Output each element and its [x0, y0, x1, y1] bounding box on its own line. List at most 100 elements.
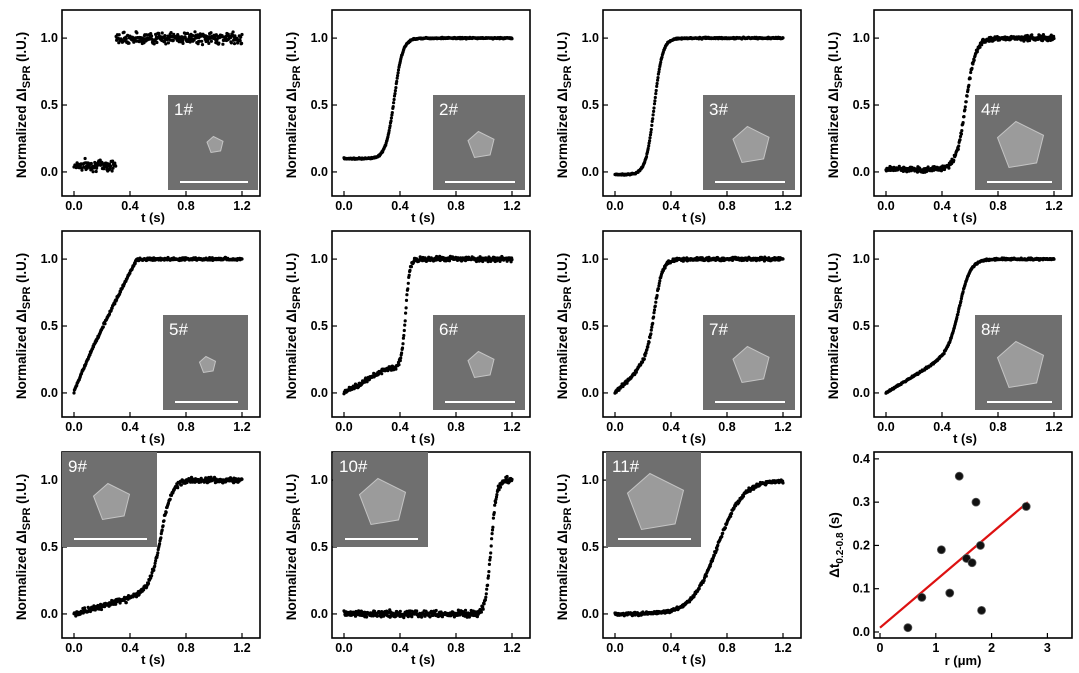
x-tick-label: 3 [1044, 641, 1051, 655]
scatter-panel: 0 1 2 3 0.0 0.1 0.2 0.3 0.4 r (μm) Δt0.2-0.8 (s) [827, 451, 1073, 668]
y-tick-label: 0.5 [853, 98, 870, 112]
x-tick-label: 0.0 [335, 420, 352, 434]
data-point [406, 281, 410, 285]
data-point [659, 60, 663, 64]
x-tick-label: 0.4 [662, 641, 679, 655]
data-point [239, 35, 243, 39]
x-tick-label: 1.2 [503, 641, 520, 655]
data-point [485, 587, 489, 591]
y-tick-label: 0.5 [582, 98, 599, 112]
data-point [103, 322, 107, 326]
data-point [197, 39, 201, 43]
data-point [152, 42, 156, 46]
y-axis-label: Δt0.2-0.8 (s) [827, 512, 846, 578]
data-point [720, 534, 724, 539]
data-point [409, 265, 413, 269]
data-point [972, 58, 976, 62]
y-tick-label: 0.1 [853, 582, 870, 596]
data-point [652, 315, 656, 319]
data-point [209, 31, 213, 35]
x-tick-label: 0.0 [606, 641, 623, 655]
data-point [393, 89, 397, 93]
x-tick-label: 1.2 [1045, 199, 1062, 213]
data-point [654, 88, 658, 93]
x-tick-label: 0.4 [933, 420, 950, 434]
x-tick-label: 1.2 [503, 199, 520, 213]
data-point [401, 342, 405, 346]
y-tick-label: 1.0 [311, 31, 328, 45]
data-point [498, 485, 503, 489]
y-tick-label: 0.0 [41, 607, 58, 621]
x-tick-label: 1.2 [774, 199, 791, 213]
y-tick-label: 0.5 [582, 540, 599, 554]
sem-inset: 2# [433, 95, 525, 190]
data-point [392, 101, 396, 105]
y-tick-label: 0.5 [311, 319, 328, 333]
data-point [655, 293, 659, 298]
y-tick-label: 0.0 [582, 386, 599, 400]
y-axis-label: Normalized ΔISPR (I.U.) [555, 32, 574, 178]
x-tick-label: 0.4 [121, 641, 138, 655]
data-series [613, 478, 785, 618]
x-tick-label: 0.0 [335, 199, 352, 213]
data-point [392, 94, 397, 98]
data-point [647, 141, 651, 145]
scatter-point [1021, 502, 1031, 511]
data-point [185, 31, 190, 35]
data-point [122, 30, 126, 34]
data-point [961, 290, 965, 294]
data-point [83, 156, 87, 161]
data-point [510, 258, 514, 262]
x-axis-label: t (s) [411, 210, 435, 225]
data-point [134, 39, 139, 43]
data-point [657, 70, 661, 74]
panel-4: 0.0 0.4 0.8 1.2 0.0 0.5 1.0 t (s) Normalized ΔIS… [826, 9, 1073, 225]
x-tick-label: 0.0 [606, 420, 623, 434]
particle [996, 340, 1045, 389]
data-point [947, 166, 951, 170]
data-point [153, 561, 157, 565]
scatter-point [954, 471, 964, 481]
data-point [657, 284, 661, 288]
data-point [217, 41, 221, 45]
x-tick-label: 0.8 [177, 420, 194, 434]
data-series [72, 475, 244, 618]
data-point [486, 583, 490, 587]
data-point [231, 30, 235, 34]
panel-label: 5# [169, 320, 188, 339]
data-point [113, 302, 117, 306]
data-point [142, 588, 146, 592]
y-tick-label: 0.5 [853, 319, 870, 333]
data-point [390, 113, 394, 117]
data-point [168, 497, 172, 501]
x-axis-label: t (s) [682, 431, 706, 446]
plot-frame [873, 230, 1073, 418]
x-tick-label: 0.8 [989, 199, 1006, 213]
data-point [653, 99, 657, 103]
data-point [240, 477, 244, 481]
data-point [162, 519, 166, 523]
x-tick-label: 0.8 [447, 641, 464, 655]
sem-inset: 11# [606, 452, 701, 547]
data-point [505, 474, 509, 479]
data-point [401, 336, 405, 340]
data-point [169, 493, 174, 497]
panel-10: 0.0 0.4 0.8 1.2 0.0 0.5 1.0 t (s) Normalized ΔIS… [284, 451, 531, 667]
data-point [150, 574, 154, 578]
data-series [72, 255, 244, 395]
data-point [406, 287, 410, 291]
x-tick-label: 0.4 [121, 420, 138, 434]
x-tick-label: 0.4 [391, 199, 408, 213]
data-point [110, 169, 114, 173]
panel-7: 0.0 0.4 0.8 1.2 0.0 0.5 1.0 t (s) Normalized ΔIS… [555, 230, 802, 446]
data-point [398, 359, 402, 363]
data-point [952, 158, 956, 162]
plot-frame [331, 451, 531, 639]
data-point [975, 50, 979, 54]
data-point [647, 340, 651, 344]
x-tick-label: 0.0 [877, 199, 894, 213]
data-point [164, 42, 168, 46]
data-point [238, 39, 242, 43]
data-point [957, 144, 961, 148]
x-tick-label: 1.2 [233, 420, 250, 434]
